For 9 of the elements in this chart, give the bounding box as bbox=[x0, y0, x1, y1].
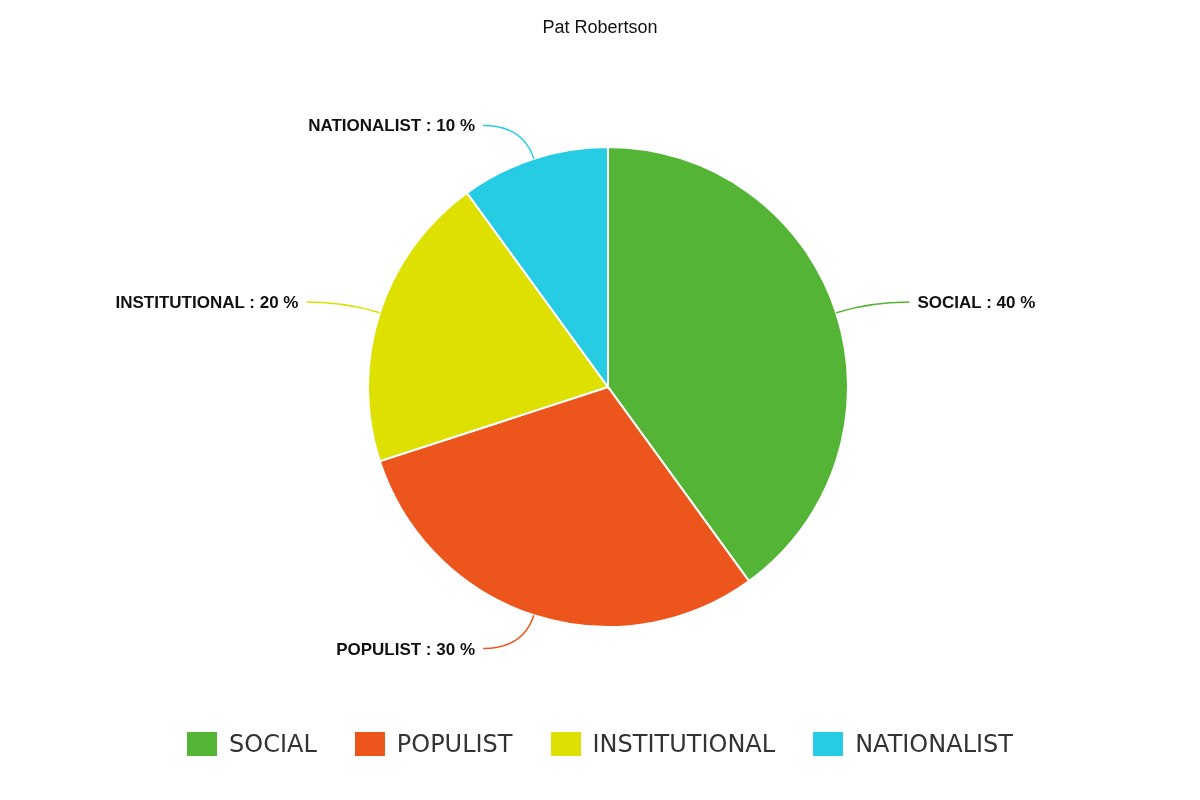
legend-label: NATIONALIST bbox=[855, 730, 1013, 758]
data-label: SOCIAL : 40 % bbox=[917, 293, 1036, 313]
chart-title: Pat Robertson bbox=[542, 17, 658, 37]
data-label: NATIONALIST : 10 % bbox=[308, 116, 476, 136]
data-label: INSTITUTIONAL : 20 % bbox=[115, 293, 299, 313]
legend-label: INSTITUTIONAL bbox=[592, 730, 776, 758]
legend-label: SOCIAL bbox=[229, 730, 317, 758]
data-label: POPULIST : 30 % bbox=[336, 639, 476, 659]
legend-label: POPULIST bbox=[396, 730, 513, 758]
